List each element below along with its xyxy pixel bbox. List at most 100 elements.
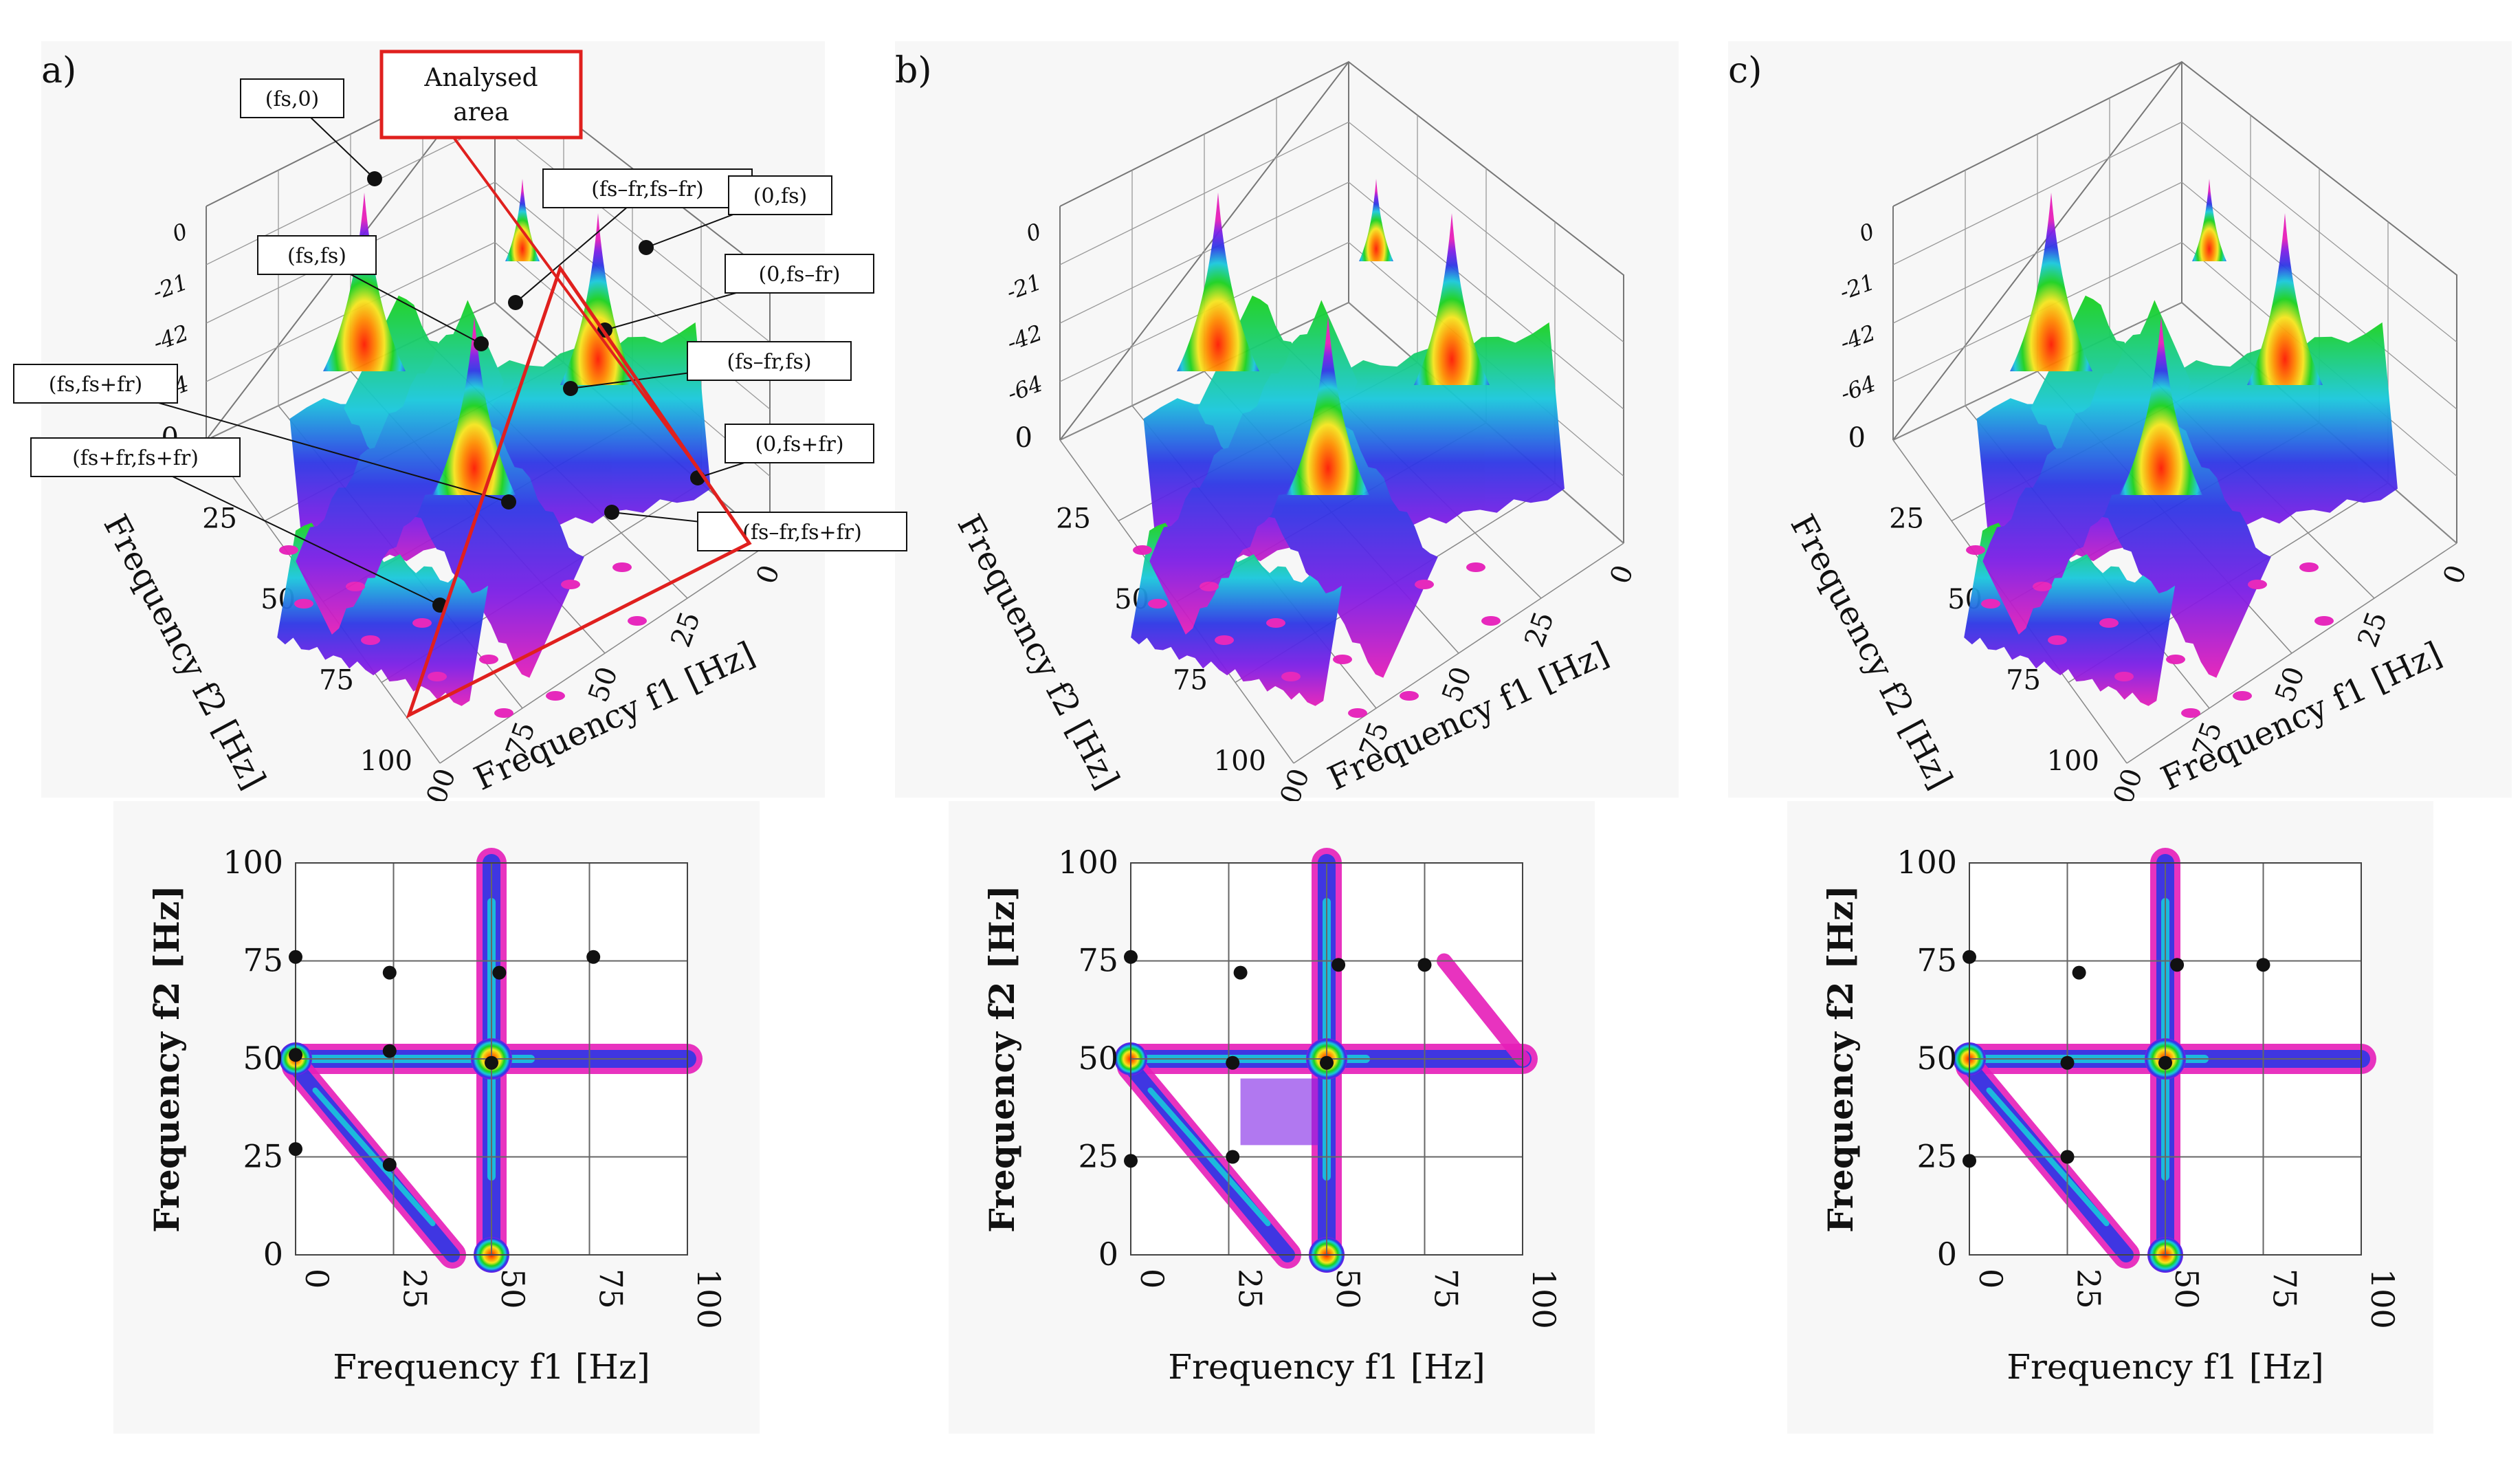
surface-speck xyxy=(2114,672,2134,681)
annotation-box xyxy=(13,364,178,404)
annotation-label: (fs–fr,fs–fr) xyxy=(508,168,753,310)
y-tick-label: 50 xyxy=(1078,1040,1118,1077)
surface-peak xyxy=(433,316,516,495)
annotation-box xyxy=(725,254,874,294)
y-tick-label: 25 xyxy=(1078,1138,1118,1175)
analysed-area-box xyxy=(379,50,583,140)
surface-speck xyxy=(1281,672,1301,681)
marked-point xyxy=(1963,1154,1976,1168)
marked-point xyxy=(1226,1055,1240,1070)
y-tick-label: 75 xyxy=(1916,942,1957,979)
surface-peak xyxy=(1359,179,1393,261)
marked-point xyxy=(508,295,523,310)
marked-point xyxy=(1963,950,1976,964)
surface-speck xyxy=(479,655,498,664)
annotation-box xyxy=(687,341,852,381)
wall-grid-line xyxy=(1892,121,2182,265)
x-tick-label: 25 xyxy=(2070,1269,2108,1309)
y-tick-label: 100 xyxy=(1897,844,1957,881)
x-tick-label: 100 xyxy=(1525,1269,1562,1329)
annotation-text: (fs+fr,fs+fr) xyxy=(72,446,199,470)
surface-speck xyxy=(412,618,432,628)
wall-grid-line xyxy=(2181,121,2457,343)
y-axis-label: Frequency f2 [Hz] xyxy=(1820,885,1861,1233)
annotation-text: (fs,0) xyxy=(265,87,320,111)
annotation-leader xyxy=(135,458,441,606)
x-axis-label: Frequency f1 [Hz] xyxy=(1168,1347,1485,1387)
marked-point xyxy=(382,965,397,980)
annotation-label: (fs,fs) xyxy=(257,235,489,351)
surface-speck xyxy=(1148,599,1167,609)
marked-point xyxy=(604,505,619,520)
contour-region xyxy=(1240,1078,1319,1146)
marked-point xyxy=(2060,1150,2075,1164)
surface-speck xyxy=(1415,580,1434,589)
f2-tick-label: 75 xyxy=(319,665,354,697)
marked-point xyxy=(382,1157,397,1172)
surface-peak xyxy=(2247,213,2323,385)
x-tick-label: 0 xyxy=(1972,1269,2009,1289)
surface-speck xyxy=(1348,708,1367,718)
surface-speck xyxy=(2248,580,2267,589)
annotation-text: (fs–fr,fs–fr) xyxy=(591,177,704,201)
surface-speck xyxy=(1466,562,1485,572)
annotation-label: (0,fs+fr) xyxy=(690,424,874,485)
surface xyxy=(1964,179,2398,718)
x-tick-label: 0 xyxy=(1134,1269,1171,1289)
marked-point xyxy=(2170,958,2185,972)
annotation-box xyxy=(240,78,344,118)
analysed-area-line1: Analysed xyxy=(423,64,538,92)
surface-speck xyxy=(1215,635,1234,645)
annotation-leader xyxy=(515,189,648,303)
surface-speck xyxy=(1981,599,2000,609)
marked-point xyxy=(586,950,601,964)
marked-point xyxy=(367,171,382,186)
y-tick-label: 50 xyxy=(1916,1040,1957,1077)
marked-point xyxy=(1226,1150,1240,1164)
x-tick-label: 100 xyxy=(2364,1269,2401,1329)
surface-speck xyxy=(1966,545,1985,555)
f2-tick-label: 25 xyxy=(202,503,237,535)
y-tick-label: 75 xyxy=(243,942,283,979)
panel-letter: b) xyxy=(895,50,932,91)
f2-tick-label: 75 xyxy=(2006,665,2041,697)
surface-speck xyxy=(1400,691,1419,701)
surface-panel-c: c)0-21-42-6402550751001007550250Frequenc… xyxy=(1728,41,2512,824)
y-tick-label: 0 xyxy=(1098,1236,1118,1273)
surface-peak xyxy=(1414,213,1490,385)
surface-speck xyxy=(1133,545,1152,555)
f2-tick-label: 75 xyxy=(1173,665,1208,697)
x-tick-label: 50 xyxy=(2168,1269,2205,1309)
f2-tick-label: 0 xyxy=(1848,422,1866,454)
x-tick-label: 100 xyxy=(690,1269,727,1329)
surface-speck xyxy=(428,672,447,681)
floor-grid-line xyxy=(2126,543,2457,764)
surface-speck xyxy=(279,545,298,555)
marked-point xyxy=(2256,958,2270,972)
x-tick-label: 75 xyxy=(2266,1269,2303,1309)
y-tick-label: 0 xyxy=(1937,1236,1957,1273)
contour-plots-layer: 0 25 50 75 100 0 25 50 75 100 Frequency f1 [Hz] Fre… xyxy=(113,801,2433,1434)
surface-speck xyxy=(612,562,632,572)
surface-speck xyxy=(2048,635,2067,645)
surface-speck xyxy=(546,691,565,701)
x-tick-label: 75 xyxy=(593,1269,630,1309)
marked-point xyxy=(1124,950,1138,964)
surface-speck xyxy=(494,708,513,718)
surface-speck xyxy=(2233,691,2252,701)
wall-grid-line xyxy=(206,121,496,265)
surface-speck xyxy=(1481,616,1501,626)
analysed-area-line2: area xyxy=(453,98,509,127)
surface-peak xyxy=(1287,316,1369,495)
surface xyxy=(1131,179,1565,718)
marked-point xyxy=(2072,965,2086,980)
marked-point xyxy=(289,1142,302,1157)
marked-point xyxy=(563,381,578,396)
x-tick-label: 50 xyxy=(494,1269,531,1309)
annotation-text: (fs,fs) xyxy=(287,244,346,268)
x-tick-label: 25 xyxy=(397,1269,434,1309)
surface-speck xyxy=(346,582,365,591)
surface-speck xyxy=(2033,582,2052,591)
surface-speck xyxy=(2299,562,2319,572)
